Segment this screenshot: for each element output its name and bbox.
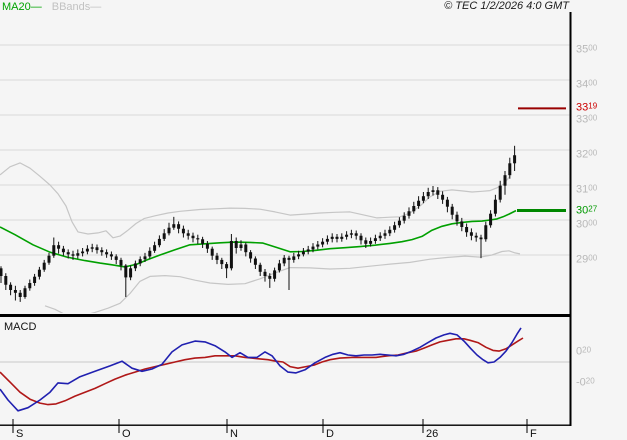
bollinger-lower-band — [44, 250, 521, 313]
y-axis-label: 0 20 — [576, 345, 592, 357]
ma20-line — [0, 209, 517, 268]
month-label: D — [326, 428, 334, 440]
copyright-text: © TEC 1/2/2026 4:0 GMT — [444, 0, 569, 12]
month-label: 26 — [426, 428, 438, 440]
macd-panel-label: MACD — [4, 321, 37, 333]
y-axis-label: 32 00 — [576, 148, 598, 161]
month-label: S — [16, 428, 23, 440]
y-axis-label: 35 00 — [576, 43, 598, 56]
price-gridlines — [0, 44, 570, 256]
bbands-legend-line: — — [90, 1, 102, 13]
x-axis-line — [0, 424, 572, 426]
ma20-legend-line: — — [30, 1, 42, 13]
indicator-legend: MA20— BBands— — [2, 1, 101, 13]
candlesticks — [0, 145, 517, 302]
month-label: F — [530, 428, 537, 440]
y-axis-label: 33 19 — [576, 101, 598, 114]
price-panel — [0, 145, 521, 313]
y-axis-label: 30 27 — [576, 204, 598, 217]
macd-panel — [0, 327, 524, 412]
panel-separator — [0, 314, 570, 317]
y-axis-label: 29 00 — [576, 253, 598, 266]
bbands-legend-label: BBands — [51, 1, 91, 13]
bollinger-upper-band — [0, 162, 511, 239]
chart-right-border — [569, 12, 572, 426]
y-axis-label: 30 00 — [576, 218, 598, 231]
month-label: O — [122, 428, 131, 440]
x-axis: S O N D 26 F — [12, 419, 537, 440]
ma20-legend-label: MA20 — [2, 1, 31, 13]
macd-line — [0, 327, 522, 412]
y-axis-label: 33 00 — [576, 113, 598, 126]
month-label: N — [230, 428, 238, 440]
y-axis-label: 31 00 — [576, 183, 598, 196]
y-axis-label: 34 00 — [576, 78, 598, 91]
macd-signal-line — [0, 337, 524, 406]
y-axis-label: -0 20 — [576, 376, 595, 388]
